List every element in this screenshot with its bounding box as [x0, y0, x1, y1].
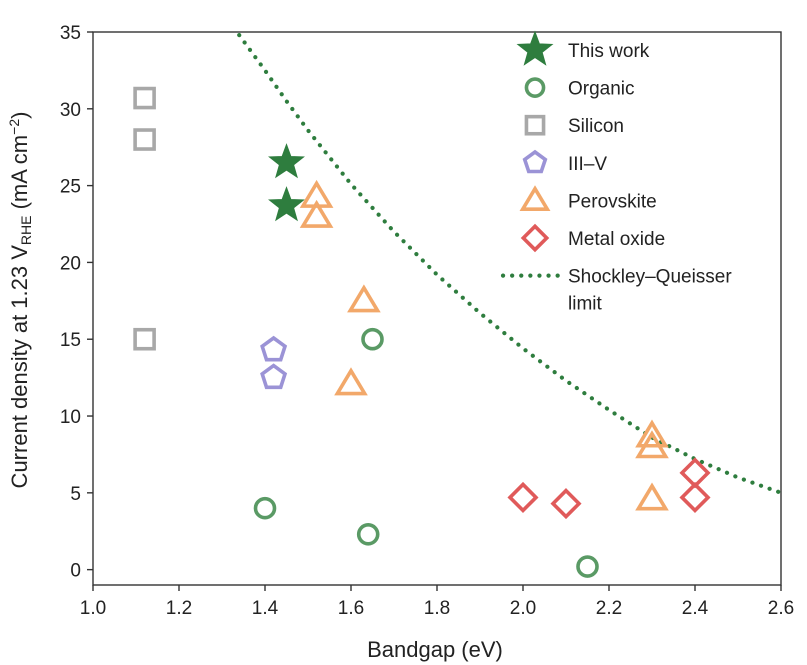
legend-iii-v-label: III–V: [568, 154, 607, 175]
organic-point: [253, 496, 277, 520]
x-tick-label: 1.2: [166, 598, 192, 619]
y-axis-title: Current density at 1.23 VRHE (mA cm−2): [6, 112, 34, 489]
metal-oxide-point: [507, 481, 539, 513]
y-tick-label: 0: [70, 561, 81, 582]
metal-oxide-point: [550, 488, 582, 520]
y-tick-label: 20: [60, 253, 81, 274]
y-axis-title-subscript: RHE: [18, 216, 34, 246]
iii-v-point: [260, 335, 288, 362]
legend: This work Organic Silicon III–V Perovskite Me…: [500, 30, 732, 315]
y-tick-label: 30: [60, 100, 81, 121]
y-tick-label: 25: [60, 177, 81, 198]
plot-area: [92, 31, 782, 586]
x-tick-label: 2.2: [596, 598, 622, 619]
data-points: [133, 86, 711, 578]
y-tick-label: 15: [60, 330, 81, 351]
silicon-point: [133, 128, 156, 151]
iii-v-point: [260, 363, 288, 390]
perovskite-point: [635, 430, 669, 459]
legend-silicon-label: Silicon: [568, 116, 624, 137]
plot-border: [92, 31, 782, 586]
y-axis-title-close: ): [7, 112, 32, 119]
silicon-point: [133, 327, 156, 351]
legend-metal-oxide-label: Metal oxide: [568, 229, 665, 250]
y-axis-title-unit: (mA cm: [7, 135, 32, 216]
x-tick-label: 1.6: [338, 598, 364, 619]
x-axis: 1.0 1.2 1.4 1.6 1.8 2.0 2.2 2.4 2.6: [80, 585, 794, 619]
perovskite-point: [635, 482, 669, 511]
y-axis: 0 5 10 15 20 25 30 35: [60, 23, 93, 582]
perovskite-point: [347, 284, 381, 313]
x-tick-label: 1.4: [252, 598, 279, 619]
y-tick-label: 35: [60, 23, 81, 44]
y-axis-title-main: Current density at 1.23 V: [7, 245, 32, 489]
legend-perovskite-marker: [519, 185, 551, 211]
legend-shockley-queisser-label: Shockley–Queisser: [568, 267, 732, 288]
silicon-point: [133, 86, 156, 110]
legend-this-work-marker: [516, 30, 554, 66]
y-tick-label: 5: [70, 484, 81, 505]
metal-oxide-point: [679, 481, 711, 513]
legend-metal-oxide-marker: [520, 223, 550, 253]
y-tick-label: 10: [60, 407, 81, 428]
shockley-queisser-line: [237, 32, 784, 495]
y-axis-title-superscript: −2: [6, 119, 22, 135]
x-axis-title: Bandgap (eV): [367, 637, 503, 662]
x-tick-label: 1.0: [80, 598, 106, 619]
x-tick-label: 2.4: [682, 598, 709, 619]
legend-this-work-label: This work: [568, 41, 650, 62]
x-tick-label: 1.8: [424, 598, 450, 619]
legend-silicon-marker: [524, 114, 546, 136]
shockley-queisser-curve: [237, 32, 784, 495]
x-tick-label: 2.6: [768, 598, 794, 619]
this-work-point: [268, 186, 305, 222]
organic-point: [576, 555, 599, 578]
perovskite-point: [334, 367, 368, 396]
legend-organic-label: Organic: [568, 79, 635, 100]
this-work-point: [268, 143, 305, 179]
perovskite-point: [299, 199, 334, 228]
legend-perovskite-label: Perovskite: [568, 191, 657, 212]
legend-shockley-queisser-label: limit: [568, 294, 602, 315]
legend-iii-v-marker: [522, 149, 548, 174]
organic-point: [361, 327, 384, 351]
organic-point: [356, 523, 380, 546]
legend-organic-marker: [524, 77, 546, 98]
x-tick-label: 2.0: [510, 598, 536, 619]
perovskite-point: [635, 419, 669, 448]
